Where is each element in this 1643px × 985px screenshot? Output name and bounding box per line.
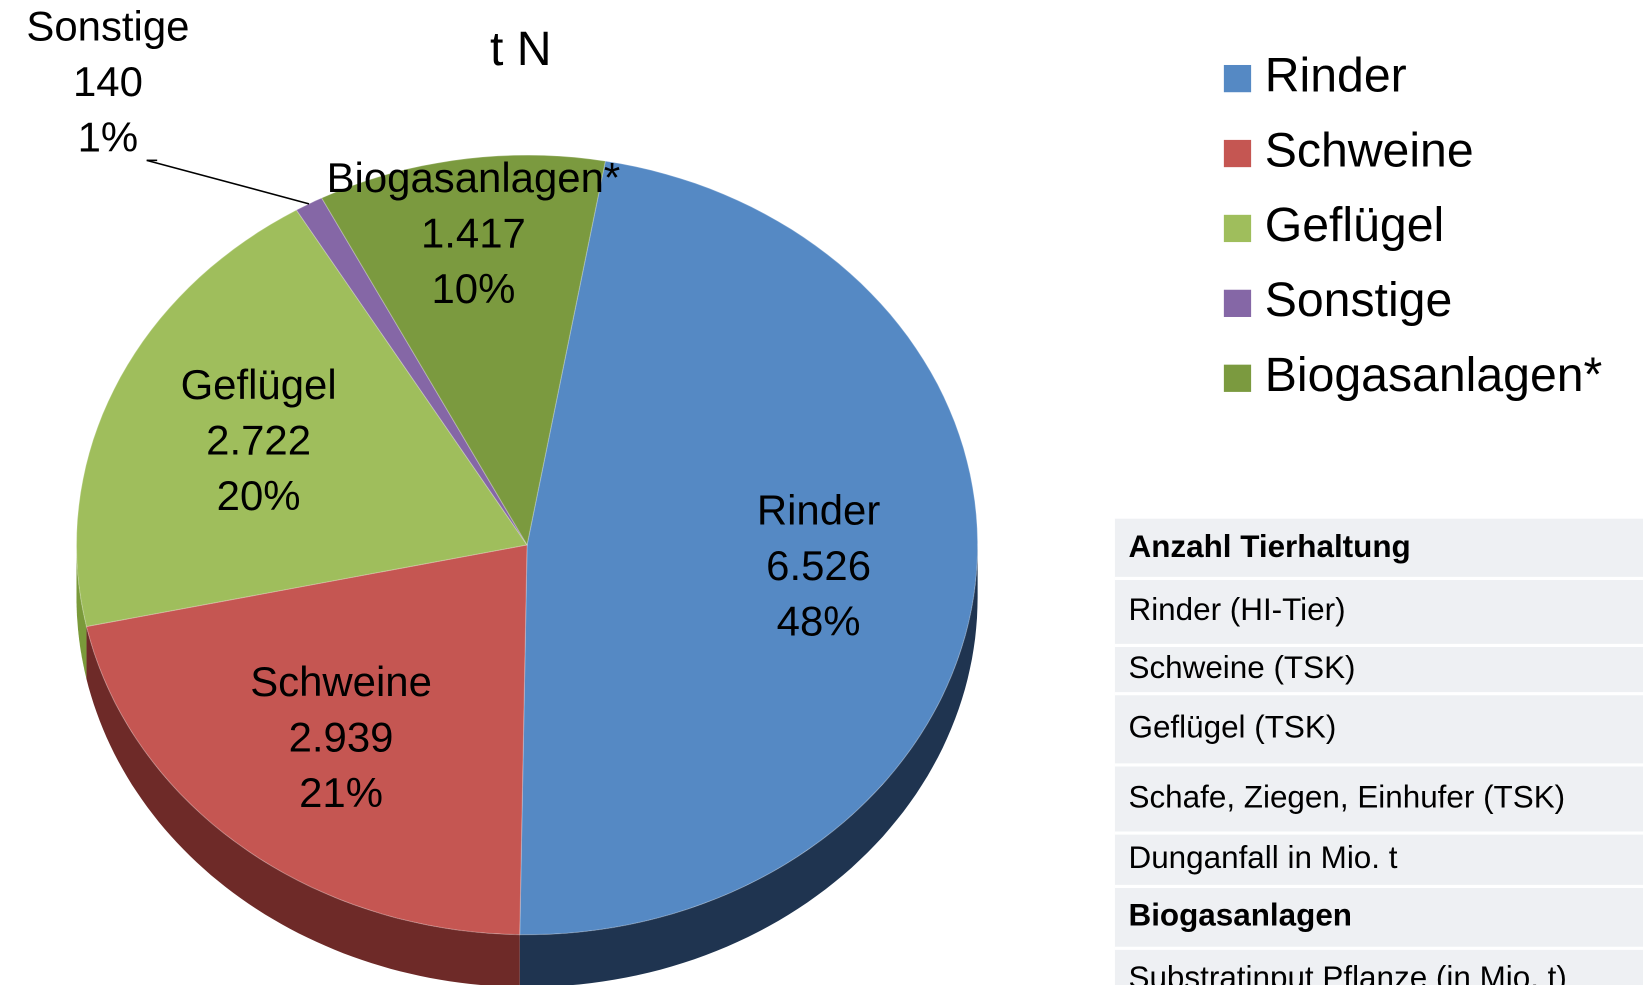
data-label: Sonstige bbox=[26, 2, 189, 49]
table-cell: Schweine (TSK) bbox=[1129, 650, 1356, 685]
pie-side bbox=[86, 626, 520, 985]
data-label: 2.939 bbox=[289, 714, 394, 761]
data-label: Biogasanlagen* bbox=[327, 154, 621, 201]
table-cell: Anzahl Tierhaltung bbox=[1129, 529, 1411, 564]
legend-swatch bbox=[1223, 364, 1252, 392]
leader-line bbox=[146, 159, 310, 205]
legend-label: Geflügel bbox=[1265, 198, 1444, 252]
pie-side bbox=[519, 544, 978, 985]
pie-slice bbox=[85, 544, 528, 936]
table-cell: Schafe, Ziegen, Einhufer (TSK) bbox=[1129, 779, 1566, 814]
data-label: 2.722 bbox=[206, 417, 311, 464]
legend-swatch bbox=[1223, 214, 1252, 243]
data-label: 1.417 bbox=[421, 210, 526, 257]
table-cell: Dunganfall in Mio. t bbox=[1129, 840, 1398, 875]
pie-slice bbox=[519, 160, 979, 936]
table-cell: Biogasanlagen bbox=[1129, 898, 1353, 933]
data-label: 48% bbox=[777, 598, 861, 645]
table-cell: Rinder (HI-Tier) bbox=[1129, 592, 1346, 627]
table-cell: Substratinput Pflanze (in Mio. t) bbox=[1129, 960, 1567, 985]
table-background bbox=[1114, 518, 1643, 985]
pie-side bbox=[76, 544, 87, 679]
data-label: Rinder bbox=[757, 487, 880, 534]
legend-swatch bbox=[1223, 289, 1252, 317]
data-label: 20% bbox=[217, 472, 301, 519]
legend-label: Rinder bbox=[1265, 48, 1407, 102]
pie-slice bbox=[320, 154, 606, 547]
data-label: 6.526 bbox=[766, 542, 871, 589]
data-label: 140 bbox=[73, 58, 143, 105]
chart-title: t N bbox=[490, 22, 552, 76]
data-label: 21% bbox=[299, 769, 383, 816]
legend-swatch bbox=[1223, 139, 1252, 168]
legend-swatch bbox=[1223, 64, 1252, 93]
data-label: Geflügel bbox=[181, 361, 337, 408]
data-label: 10% bbox=[431, 265, 515, 312]
legend-label: Sonstige bbox=[1265, 273, 1453, 327]
pie-slice bbox=[75, 209, 528, 628]
legend-label: Biogasanlagen* bbox=[1265, 348, 1603, 402]
data-label: 1% bbox=[78, 114, 139, 161]
data-label: Schweine bbox=[250, 658, 432, 705]
table-cell: Geflügel (TSK) bbox=[1129, 710, 1337, 745]
legend-label: Schweine bbox=[1265, 123, 1474, 177]
